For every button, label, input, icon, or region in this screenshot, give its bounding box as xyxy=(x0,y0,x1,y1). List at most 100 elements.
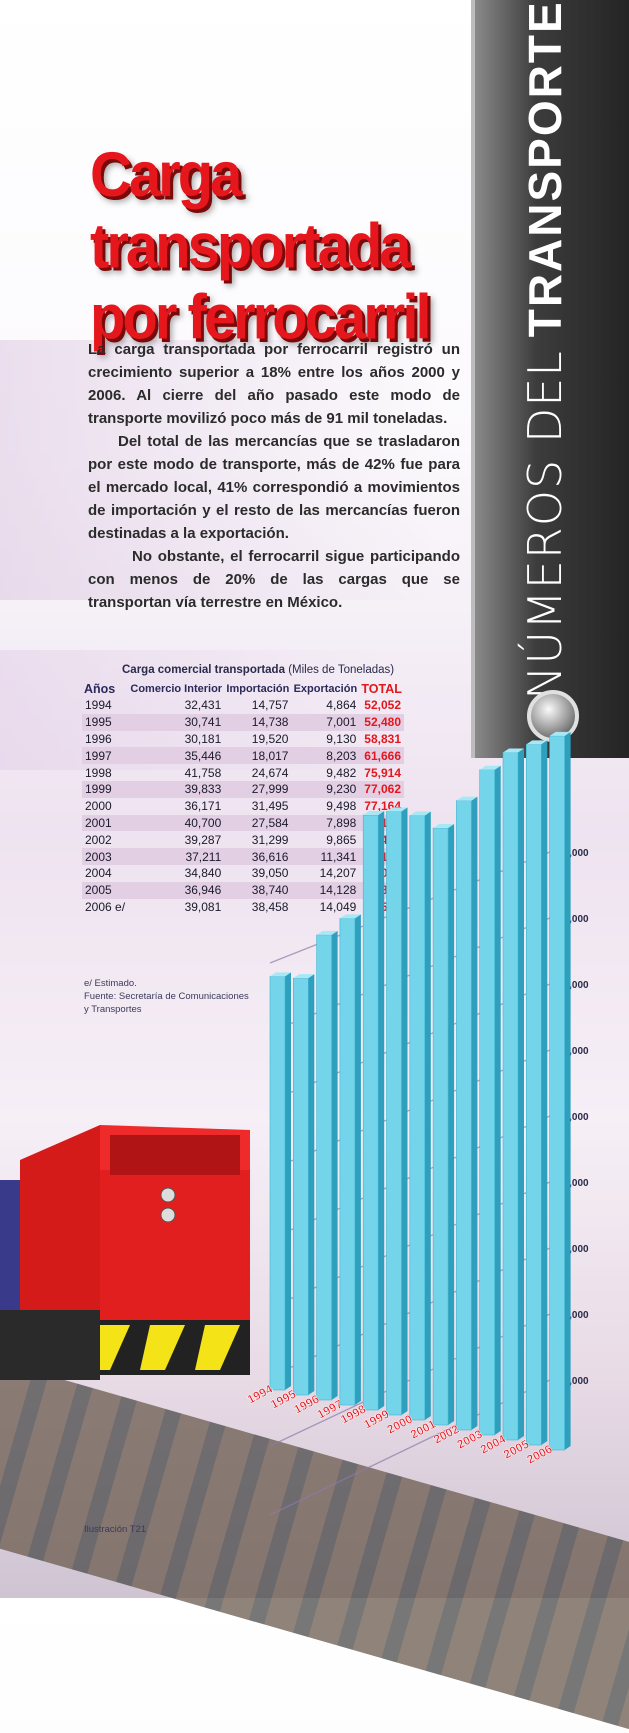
cell-year: 1999 xyxy=(82,780,129,798)
y-tick-label: 20,000 xyxy=(558,1310,589,1321)
cell-year: 1996 xyxy=(85,731,112,746)
cell-import: 19,520 xyxy=(251,731,289,746)
cell-year: 1994 xyxy=(85,698,112,713)
section-sidebar: NÚMEROS DEL TRANSPORTE xyxy=(471,0,629,758)
cell-year: 1998 xyxy=(85,765,112,780)
cell-export: 7,001 xyxy=(291,713,360,731)
y-tick-label: 90,000 xyxy=(558,848,589,859)
chart-bar xyxy=(269,972,291,1391)
chart-bar xyxy=(339,914,361,1406)
cell-interior: 30,741 xyxy=(128,713,225,731)
cell-export: 9,498 xyxy=(326,799,357,814)
cell-total: 58,831 xyxy=(364,731,401,746)
cell-import: 24,674 xyxy=(251,765,289,780)
chart-bar xyxy=(525,740,548,1446)
cell-total: 61,666 xyxy=(359,747,404,765)
cell-year: 2000 xyxy=(85,799,112,814)
chart-bar xyxy=(316,930,338,1401)
article-body: La carga transportada por ferrocarril re… xyxy=(88,338,460,614)
cell-export: 8,203 xyxy=(291,747,360,765)
cell-interior: 30,181 xyxy=(184,731,222,746)
table-caption-title: Carga comercial transportada xyxy=(122,664,285,676)
cell-export: 7,898 xyxy=(291,814,360,832)
cell-import: 18,017 xyxy=(224,747,292,765)
cell-export: 14,049 xyxy=(319,899,357,914)
cell-import: 38,740 xyxy=(224,881,292,899)
header-years: Años xyxy=(84,682,116,696)
illustration-credit: Ilustración T21 xyxy=(84,1524,147,1535)
y-tick-label: 40,000 xyxy=(558,1178,589,1189)
chart-bar xyxy=(456,796,478,1431)
cell-import: 36,616 xyxy=(224,848,292,865)
note-source-2: y Transportes xyxy=(84,1004,142,1015)
cell-export: 9,230 xyxy=(291,780,360,798)
table-row: 1998 41,758 24,674 9,482 75,914 xyxy=(82,764,404,781)
table-row: 1995 30,741 14,738 7,001 52,480 xyxy=(82,713,404,731)
cell-interior: 39,287 xyxy=(184,832,222,847)
cell-interior: 34,840 xyxy=(184,866,222,881)
cell-interior: 40,700 xyxy=(128,814,225,832)
note-source: Fuente: Secretaría de Comunicaciones xyxy=(84,991,249,1002)
cell-export: 9,865 xyxy=(326,832,357,847)
y-tick-label: 60,000 xyxy=(558,1046,589,1057)
cell-interior: 37,211 xyxy=(128,848,225,865)
cell-interior: 32,431 xyxy=(184,698,222,713)
paragraph: La carga transportada por ferrocarril re… xyxy=(88,341,460,427)
cell-year: 1995 xyxy=(82,713,129,731)
chart-bar xyxy=(432,824,455,1426)
chart-bar xyxy=(292,974,315,1396)
cell-year: 2001 xyxy=(82,814,129,832)
cell-interior: 36,946 xyxy=(128,881,225,899)
chart-bar xyxy=(502,748,524,1441)
header-interior: Comercio Interior xyxy=(130,683,223,695)
cell-import: 38,458 xyxy=(251,899,289,914)
cell-year: 2002 xyxy=(85,832,112,847)
cell-interior: 39,833 xyxy=(128,780,225,798)
cell-export: 4,864 xyxy=(326,698,357,713)
y-tick-label: 30,000 xyxy=(558,1244,589,1255)
chart-bar xyxy=(386,807,408,1416)
table-row: 1994 32,431 14,757 4,864 52,052 xyxy=(82,697,404,714)
chart-bar xyxy=(479,765,501,1436)
cell-year: 2005 xyxy=(82,881,129,899)
cell-interior: 39,081 xyxy=(184,899,222,914)
cell-year: 2006 e/ xyxy=(85,899,126,914)
y-tick-label: 70,000 xyxy=(558,980,589,991)
cell-export: 14,128 xyxy=(291,881,360,899)
cell-interior: 35,446 xyxy=(128,747,225,765)
table-caption-unit: (Miles de Toneladas) xyxy=(288,664,395,676)
cell-year: 1997 xyxy=(82,747,129,765)
table-notes: e/ Estimado. Fuente: Secretaría de Comun… xyxy=(84,977,249,1016)
y-tick-label: 80,000 xyxy=(558,914,589,925)
cell-year: 2004 xyxy=(85,866,112,881)
cell-import: 14,738 xyxy=(224,713,292,731)
title-line-1: Carga transportada xyxy=(90,140,412,282)
table-caption: Carga comercial transportada (Miles de T… xyxy=(122,664,394,676)
header-total: TOTAL xyxy=(361,682,402,696)
cell-total: 75,914 xyxy=(364,765,401,780)
header-import: Importación xyxy=(226,683,290,695)
cell-import: 31,495 xyxy=(251,799,289,814)
cell-export: 9,482 xyxy=(326,765,357,780)
page-title: Carga transportada por ferrocarril xyxy=(90,140,470,354)
table-header-row: Años Comercio Interior Importación Expor… xyxy=(82,683,404,697)
y-tick-label: 50,000 xyxy=(558,1112,589,1123)
cell-year: 2003 xyxy=(82,848,129,865)
chart-bar xyxy=(409,811,431,1421)
table-row: 1996 30,181 19,520 9,130 58,831 xyxy=(82,731,404,748)
note-estimated: e/ Estimado. xyxy=(84,978,137,989)
cell-import: 27,584 xyxy=(224,814,292,832)
chart-bar xyxy=(362,811,385,1411)
cell-import: 39,050 xyxy=(251,866,289,881)
cell-total: 77,062 xyxy=(359,780,404,798)
y-tick-label: 10,000 xyxy=(558,1376,589,1387)
cell-total: 52,052 xyxy=(364,698,401,713)
cell-interior: 36,171 xyxy=(184,799,222,814)
cell-interior: 41,758 xyxy=(184,765,222,780)
locomotive-illustration xyxy=(0,1125,250,1380)
paragraph: No obstante, el ferrocarril sigue partic… xyxy=(88,548,460,611)
cell-total: 52,480 xyxy=(359,713,404,731)
cell-export: 9,130 xyxy=(326,731,357,746)
